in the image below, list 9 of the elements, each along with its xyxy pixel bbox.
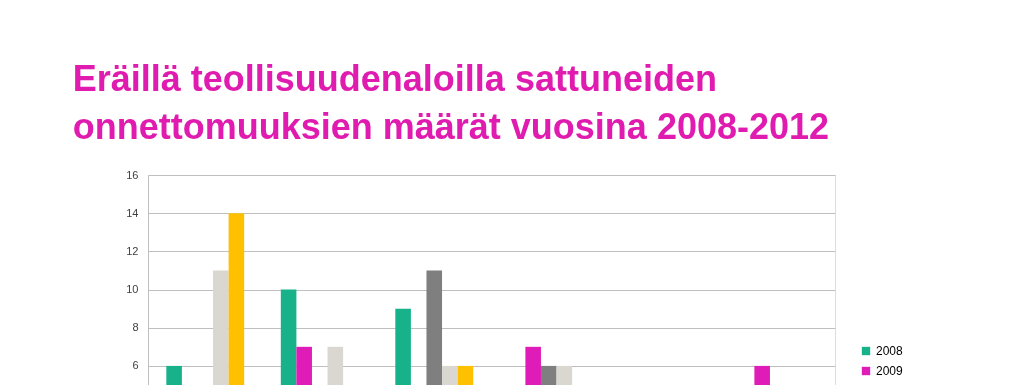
y-tick-label: 10 — [126, 283, 139, 296]
legend-label: 2008 — [876, 344, 904, 358]
y-tick-label: 6 — [132, 359, 139, 372]
legend-label: 2009 — [876, 364, 904, 378]
chart-title: Eräillä teollisuudenaloilla sattuneiden onnettomuuksien määrät vuosina 2008-2012 — [72, 58, 830, 147]
y-tick-label: 14 — [126, 206, 139, 219]
y-tick-label: 12 — [126, 244, 139, 257]
y-tick-label: 16 — [126, 168, 139, 181]
y-tick-label: 8 — [132, 321, 139, 334]
